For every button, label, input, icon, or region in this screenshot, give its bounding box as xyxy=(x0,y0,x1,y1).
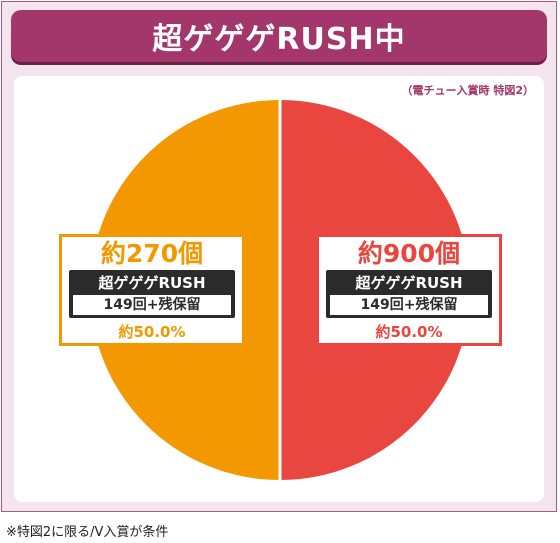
top-note: （電チュー入賞時 特図2） xyxy=(401,84,534,97)
slice-label-right: 約900個 超ゲゲゲRUSH 149回+残保留 約50.0% xyxy=(316,234,502,346)
chart-title: 超ゲゲゲRUSH中 xyxy=(11,10,547,62)
slice-label-left: 約270個 超ゲゲゲRUSH 149回+残保留 約50.0% xyxy=(59,234,245,346)
slice-percent: 約50.0% xyxy=(375,323,443,341)
rush-sub-label: 149回+残保留 xyxy=(73,295,231,315)
slice-count: 約270個 xyxy=(100,239,204,268)
footnote: ※特図2に限る/V入賞が条件 xyxy=(6,525,169,540)
rush-sub-label: 149回+残保留 xyxy=(330,295,488,315)
slice-percent: 約50.0% xyxy=(118,323,186,341)
rush-label: 超ゲゲゲRUSH 149回+残保留 xyxy=(326,270,492,318)
slice-count: 約900個 xyxy=(357,239,461,268)
rush-label: 超ゲゲゲRUSH 149回+残保留 xyxy=(69,270,235,318)
rush-label-text: 超ゲゲゲRUSH xyxy=(355,274,463,292)
rush-label-text: 超ゲゲゲRUSH xyxy=(98,274,206,292)
